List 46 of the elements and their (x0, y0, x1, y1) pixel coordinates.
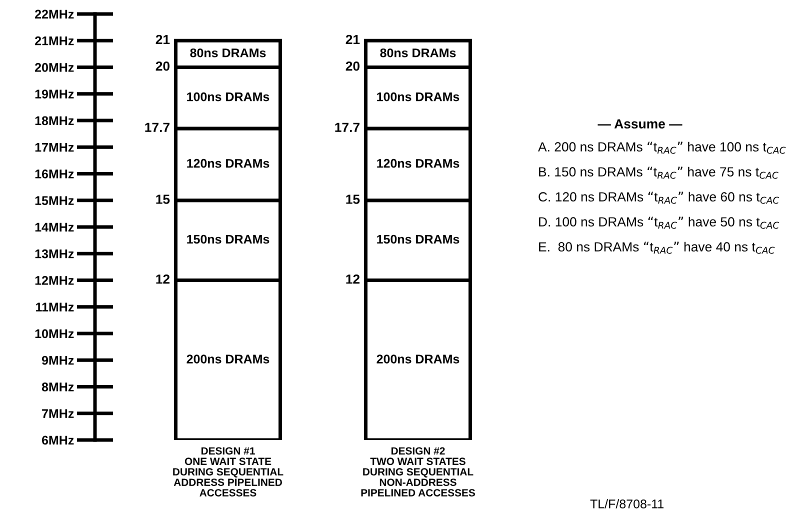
text: 200ns DRAMs (376, 354, 460, 364)
text: E. 80 ns DRAMs “t$_{RAC}$” have 40 ns t$_{CAC}$ (539, 242, 775, 254)
y-tick-label: 7MHz (42, 409, 74, 418)
y-tick-label: 22MHz (35, 10, 74, 19)
annotation: 21 (156, 34, 170, 44)
text: 80ns DRAMs (380, 48, 456, 58)
x-tick-label: DESIGN #1 ONE WAIT STATE DURING SEQUENTIAL ADDRESS PIPELINED ACCESSES (173, 447, 284, 496)
annotation: 15 (346, 194, 360, 204)
series-label: 120ns DRAMs (187, 158, 270, 168)
text: C. 120 ns DRAMs “t$_{RAC}$” have 60 ns t$_{CAC}$ (538, 192, 780, 204)
annotation: 12 (346, 274, 360, 284)
series-label: 100ns DRAMs (187, 92, 270, 102)
y-tick-label: 15MHz (35, 196, 74, 206)
y-tick-label: 9MHz (42, 356, 74, 365)
y-tick-label: 11MHz (36, 302, 74, 312)
text: A. 200 ns DRAMs “t$_{RAC}$” have 100 ns t$_{CAC}$ (538, 142, 786, 154)
y-tick-label: 19MHz (35, 90, 74, 99)
text: B. 150 ns DRAMs “t$_{RAC}$” have 75 ns t$_{CAC}$ (539, 166, 778, 179)
annotation: 20 (156, 61, 170, 71)
text: TL/F/8708-11 (590, 499, 664, 508)
y-tick-label: 17MHz (35, 143, 74, 152)
series-label: 150ns DRAMs (187, 234, 270, 244)
x-tick-label: DESIGN #2 TWO WAIT STATES DURING SEQUENTIAL NON-ADDRESS PIPELINED ACCESSES (361, 447, 475, 496)
annotation: 15 (156, 194, 170, 204)
y-tick-label: 16MHz (35, 170, 74, 178)
annotation: 12 (156, 274, 170, 284)
y-tick-label: 14MHz (35, 222, 74, 232)
annotation: 20 (346, 61, 360, 71)
text: 150ns DRAMs (377, 234, 460, 244)
series-label: 200ns DRAMs (186, 354, 270, 364)
text: — Assume — (598, 119, 682, 129)
y-tick-label: 6MHz (42, 436, 74, 445)
annotation: 17.7 (145, 122, 170, 132)
y-tick-label: 8MHz (42, 382, 74, 392)
y-tick-label: 12MHz (35, 276, 74, 285)
annotation: 21 (346, 34, 360, 44)
y-tick-label: 21MHz (35, 36, 74, 46)
text: D. 100 ns DRAMs “t$_{RAC}$” have 50 ns t$_{CAC}$ (539, 216, 780, 229)
text: 120ns DRAMs (377, 158, 460, 168)
y-tick-label: 20MHz (35, 63, 74, 72)
series-label: 80ns DRAMs (190, 48, 266, 58)
y-tick-label: 13MHz (35, 249, 74, 258)
text: 100ns DRAMs (377, 92, 460, 102)
y-tick-label: 18MHz (35, 116, 74, 126)
y-tick-label: 10MHz (35, 329, 74, 338)
annotation: 17.7 (335, 122, 360, 132)
